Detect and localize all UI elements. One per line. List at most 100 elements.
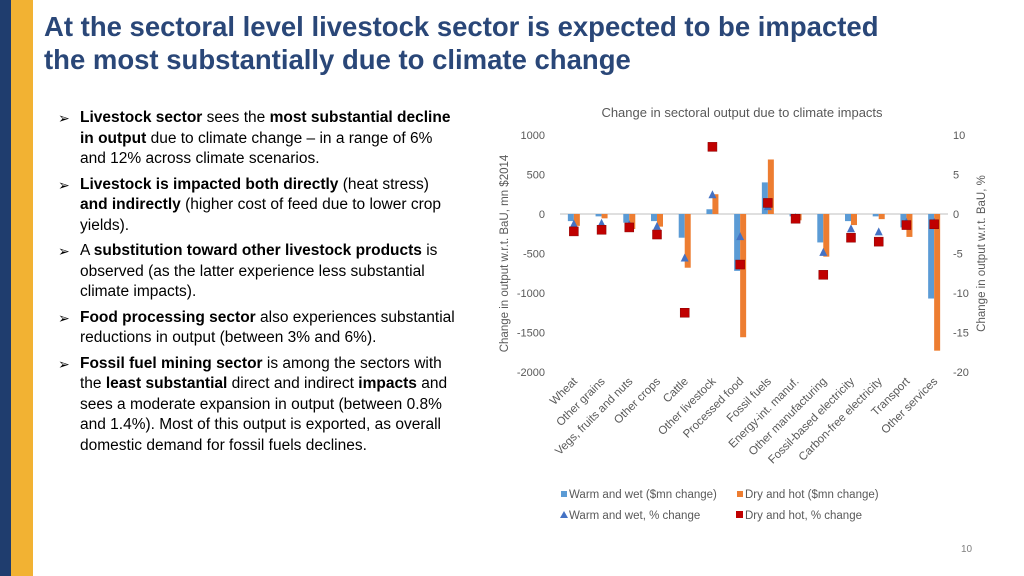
- bar-dry-hot: [767, 159, 774, 214]
- sector-output-chart: Change in sectoral output due to climate…: [499, 105, 988, 522]
- y2-axis-label: Change in output w.r.t. BaU, %: [976, 175, 988, 332]
- bullet-text: A: [80, 242, 94, 259]
- bullet-item: ➢ Livestock is impacted both directly (he…: [58, 175, 458, 237]
- y-tick-label: -500: [523, 249, 545, 261]
- legend-label: Dry and hot, % change: [745, 510, 862, 522]
- bullet-text: sees the: [202, 109, 270, 126]
- bullet-bold-text: impacts: [358, 375, 417, 392]
- bullet-bold-text: Fossil fuel mining sector: [80, 354, 263, 372]
- bar-warm-wet: [595, 214, 602, 217]
- arrow-bullet-icon: ➢: [58, 309, 70, 326]
- bar-warm-wet: [623, 214, 630, 223]
- arrow-bullet-icon: ➢: [58, 110, 70, 126]
- marker-dry-hot-pct: [846, 232, 856, 243]
- page-title-line-1: At the sectoral level livestock sector i…: [44, 11, 879, 42]
- bullet-bold-text: substitution toward other livestock prod…: [93, 242, 422, 259]
- marker-warm-wet-pct: [569, 219, 578, 228]
- chart-title: Change in sectoral output due to climate…: [601, 105, 883, 120]
- y2-tick-label: 0: [953, 209, 959, 221]
- y-tick-label: -2000: [517, 367, 545, 379]
- bullet-item: ➢ Food processing sector also experiences…: [58, 308, 458, 349]
- y2-tick-label: -20: [953, 367, 969, 379]
- marker-dry-hot-pct: [790, 213, 801, 224]
- bullet-bold-text: most substantial decline in output: [80, 109, 451, 147]
- bullet-bold-text: least substantial: [105, 375, 228, 392]
- bar-dry-hot: [740, 214, 747, 338]
- marker-dry-hot-pct: [929, 219, 939, 230]
- bar-dry-hot: [878, 214, 885, 220]
- marker-dry-hot-pct: [735, 259, 745, 270]
- y-tick-label: -1500: [517, 328, 545, 340]
- bar-warm-wet: [567, 214, 574, 222]
- y-tick-label: 500: [527, 170, 545, 182]
- bullet-item: ➢ Fossil fuel mining sector is among the …: [58, 354, 458, 457]
- bullet-bold-text: Food processing sector: [80, 308, 256, 326]
- bar-warm-wet: [845, 214, 851, 222]
- marker-dry-hot-pct: [652, 229, 662, 240]
- page-number: 10: [961, 544, 973, 555]
- marker-warm-wet-pct: [653, 221, 661, 230]
- bullet-item: ➢ Livestock sector sees the most substant…: [58, 108, 458, 170]
- bar-warm-wet: [872, 214, 879, 217]
- marker-dry-hot-pct: [901, 220, 912, 230]
- bar-dry-hot: [934, 214, 941, 351]
- marker-dry-hot-pct: [873, 236, 884, 247]
- marker-dry-hot-pct: [596, 225, 607, 235]
- y2-tick-label: -5: [953, 249, 963, 261]
- arrow-bullet-icon: ➢: [58, 176, 70, 193]
- y-axis-label: Change in output w.r.t. BaU, mn $2014: [499, 154, 511, 352]
- bullet-text: (heat stress): [338, 175, 429, 193]
- bar-warm-wet: [651, 214, 657, 222]
- bar-warm-wet: [817, 214, 824, 243]
- marker-dry-hot-pct: [707, 142, 718, 152]
- bar-dry-hot: [629, 214, 636, 230]
- bullet-bold-text: Livestock is impacted both directly: [80, 175, 339, 193]
- y2-tick-label: -15: [953, 328, 969, 340]
- bar-dry-hot: [601, 214, 608, 219]
- left-accent-navy: [0, 0, 11, 576]
- marker-warm-wet-pct: [874, 227, 883, 236]
- y-tick-label: 0: [539, 209, 545, 221]
- bullet-bold-text: Livestock sector: [80, 109, 203, 126]
- legend-swatch-square: [736, 511, 743, 518]
- bar-dry-hot: [712, 194, 719, 214]
- bullet-item: ➢ A substitution toward other livestock p…: [58, 241, 458, 303]
- bar-warm-wet: [678, 214, 685, 238]
- marker-dry-hot-pct: [569, 226, 579, 237]
- arrow-bullet-icon: ➢: [58, 355, 70, 372]
- y-tick-label: 1000: [521, 130, 545, 142]
- bullet-text: is observed (as the latter experience le…: [80, 242, 438, 300]
- left-accent-gold: [11, 0, 33, 576]
- page-title: At the sectoral level livestock sector i…: [44, 10, 1004, 76]
- bar-dry-hot: [823, 214, 830, 257]
- marker-dry-hot-pct: [624, 222, 635, 233]
- marker-warm-wet-pct: [819, 247, 828, 256]
- legend-swatch-triangle: [560, 511, 568, 518]
- y-tick-label: -1000: [517, 288, 545, 300]
- bar-warm-wet: [734, 214, 741, 271]
- bar-dry-hot: [684, 214, 691, 268]
- bar-warm-wet: [928, 214, 935, 299]
- legend-label: Warm and wet, % change: [569, 510, 700, 522]
- marker-warm-wet-pct: [847, 224, 855, 233]
- bar-warm-wet: [706, 209, 713, 214]
- marker-warm-wet-pct: [597, 218, 606, 227]
- bullet-text: due to climate change – in a range of 6%…: [80, 129, 433, 168]
- bullet-text: is among the sectors with the: [80, 354, 442, 393]
- bar-dry-hot: [851, 214, 857, 226]
- bullet-text: also experiences substantial reductions …: [80, 308, 455, 347]
- legend-label: Warm and wet ($mn change): [569, 489, 717, 501]
- legend-label: Dry and hot ($mn change): [745, 489, 879, 501]
- bar-dry-hot: [573, 214, 580, 226]
- marker-warm-wet-pct: [708, 190, 717, 199]
- marker-dry-hot-pct: [763, 198, 773, 208]
- marker-dry-hot-pct: [679, 308, 690, 318]
- marker-warm-wet-pct: [680, 253, 689, 262]
- legend-swatch-bar: [561, 491, 567, 497]
- marker-dry-hot-pct: [818, 270, 829, 280]
- arrow-bullet-icon: ➢: [58, 243, 70, 259]
- legend-swatch-bar: [737, 491, 743, 497]
- bullet-list: ➢ Livestock sector sees the most substant…: [58, 108, 458, 461]
- bullet-text: direct and indirect: [227, 375, 359, 392]
- bullet-bold-text: and indirectly: [80, 196, 181, 213]
